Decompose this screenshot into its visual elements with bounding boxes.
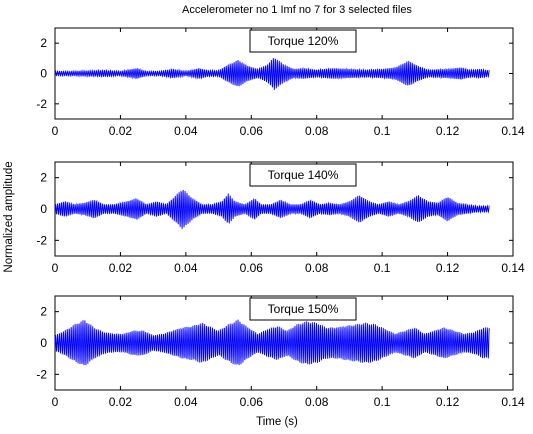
y-tick-label: 2 [40, 305, 47, 319]
legend-label: Torque 140% [268, 168, 339, 182]
x-tick-label: 0.1 [374, 261, 391, 275]
subplot-torque-120: 0 0.02 0.04 0.06 0.08 0.1 0.12 0.14 2 0 -2 Torque 1… [36, 27, 525, 138]
x-tick-label: 0.06 [240, 124, 264, 138]
x-tick-label: 0.12 [436, 395, 460, 409]
x-tick-label: 0.14 [501, 395, 525, 409]
x-tick-label: 0.06 [240, 395, 264, 409]
y-axis-label: Normalized amplitude [3, 161, 15, 272]
y-tick-label: 0 [40, 67, 47, 81]
x-tick-label: 0.02 [109, 261, 133, 275]
y-tick-label: 2 [40, 36, 47, 50]
y-tick-label: -2 [36, 97, 47, 111]
y-tick-label: -2 [36, 233, 47, 247]
x-tick-label: 0.14 [501, 124, 525, 138]
y-tick-label: 0 [40, 202, 47, 216]
signal-line [54, 58, 490, 90]
legend-box [249, 163, 357, 187]
legend-label: Torque 120% [268, 34, 339, 48]
legend-label: Torque 150% [268, 302, 339, 316]
figure-title: Accelerometer no 1 Imf no 7 for 3 select… [182, 4, 412, 16]
x-tick-label: 0.08 [305, 395, 329, 409]
x-tick-label: 0.04 [174, 124, 198, 138]
x-tick-label: 0 [52, 261, 59, 275]
y-tick-label: -2 [36, 367, 47, 381]
legend-box [249, 297, 357, 321]
y-tick-label: 0 [40, 336, 47, 350]
x-tick-label: 0.14 [501, 261, 525, 275]
subplot-torque-150: 0 0.02 0.04 0.06 0.08 0.1 0.12 0.14 2 0 -2 Torque 1… [36, 295, 525, 409]
x-tick-label: 0.04 [174, 395, 198, 409]
y-tick-label: 2 [40, 171, 47, 185]
x-tick-label: 0.12 [436, 261, 460, 275]
signal-line [54, 189, 490, 229]
x-tick-label: 0.12 [436, 124, 460, 138]
x-tick-label: 0.08 [305, 261, 329, 275]
signal-line [54, 319, 490, 366]
legend-box [249, 29, 357, 53]
x-axis-label: Time (s) [256, 416, 298, 428]
x-tick-label: 0 [52, 124, 59, 138]
subplot-torque-140: 0 0.02 0.04 0.06 0.08 0.1 0.12 0.14 2 0 -2 Torque 1… [36, 161, 525, 275]
x-tick-label: 0.1 [374, 395, 391, 409]
x-tick-label: 0.02 [109, 395, 133, 409]
x-tick-label: 0.1 [374, 124, 391, 138]
x-tick-label: 0 [52, 395, 59, 409]
x-tick-label: 0.02 [109, 124, 133, 138]
x-tick-label: 0.04 [174, 261, 198, 275]
x-tick-label: 0.06 [240, 261, 264, 275]
x-tick-label: 0.08 [305, 124, 329, 138]
